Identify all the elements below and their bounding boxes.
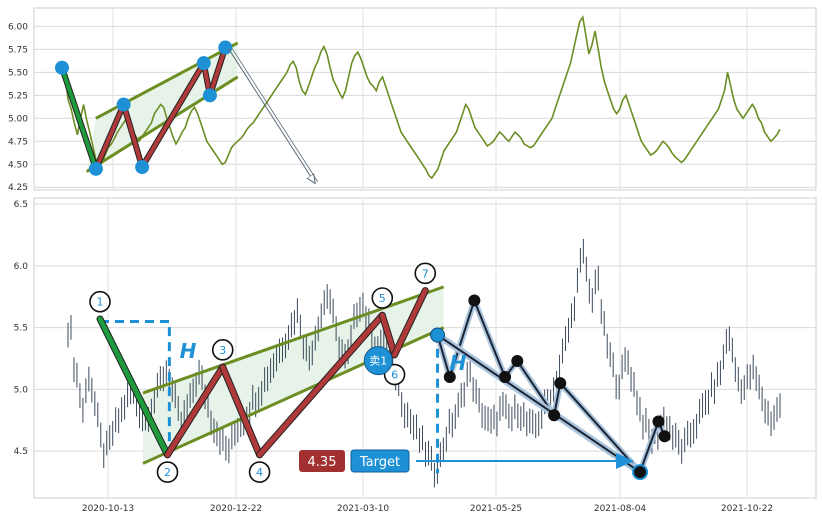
top-panel: 4.25 4.50 4.75 5.00 5.25 5.50 5.75 6.00 [8, 7, 817, 193]
target-tag: Target [350, 449, 410, 473]
pattern-point-number: 7 [422, 267, 429, 280]
breakout-point [430, 327, 446, 343]
path-point [658, 430, 671, 443]
bottom-panel: 4.5 5.0 5.5 6.0 6.5 2020-10-13 2020-12-22 2021… [14, 197, 817, 514]
top-pattern-point [135, 160, 150, 175]
top-y-tick-label: 4.75 [8, 137, 28, 147]
target-tag-label: Target [359, 455, 400, 470]
bottom-channel-upper [142, 285, 445, 395]
pattern-point-number: 2 [164, 466, 171, 479]
bottom-pattern-leg [97, 316, 171, 458]
pattern-point-circle [371, 287, 394, 309]
price-tag-label: 4.35 [308, 455, 337, 470]
bottom-y-tick-label: 5.0 [14, 385, 29, 395]
bottom-y-tick-label: 6.5 [14, 200, 28, 210]
bottom-pattern-leg [220, 364, 263, 458]
pattern-point-labels: 1 2 3 4 5 6 7 [89, 262, 437, 483]
bottom-pattern-leg [392, 288, 428, 358]
top-pattern-point [196, 56, 211, 71]
top-pattern-leg [140, 61, 206, 170]
height-label-right: H [450, 351, 467, 375]
top-projection-arrow-edge [231, 47, 319, 182]
pattern-point-number: 3 [219, 344, 226, 357]
top-pattern-point [202, 88, 217, 103]
top-y-tick-label: 5.00 [8, 114, 28, 124]
height-box-left [100, 319, 171, 455]
bottom-pattern-leg [379, 312, 398, 358]
price-tag-box [299, 450, 345, 472]
top-y-tick-label: 5.25 [8, 91, 28, 101]
top-pattern-leg [207, 45, 228, 98]
top-pattern-leg [60, 65, 98, 171]
bottom-x-tick-label: 2021-03-10 [337, 504, 390, 514]
top-pattern-point [55, 60, 69, 75]
sell-signal-circle [363, 346, 393, 376]
height-label-left: H [180, 339, 197, 363]
path-point [468, 294, 481, 307]
bottom-pattern-legs [96, 287, 429, 459]
bottom-y-tick-label: 4.5 [14, 447, 28, 457]
top-pattern-markers [55, 40, 233, 176]
pattern-point-circle [89, 290, 111, 313]
bottom-x-tick-label: 2020-12-22 [210, 504, 262, 514]
top-pattern-point [116, 97, 131, 112]
sell-signal-marker: 卖1 [363, 346, 393, 376]
path-point [499, 371, 512, 384]
top-pattern-point [88, 161, 103, 176]
pattern-point-number: 5 [379, 292, 386, 305]
target-tag-box [350, 449, 410, 473]
pattern-point-number: 1 [97, 296, 104, 309]
top-pattern-leg [121, 102, 145, 170]
price-tag: 4.35 [299, 450, 345, 472]
target-end-point [632, 464, 649, 481]
bottom-x-tick-label: 2020-10-13 [82, 504, 134, 514]
bottom-x-tick-label: 2021-10-22 [721, 504, 773, 514]
path-point [511, 354, 524, 367]
top-projection-arrow-line [227, 48, 314, 182]
top-price-series [61, 15, 781, 180]
pattern-height-markers [100, 319, 440, 474]
pattern-point-circle [248, 461, 271, 483]
pattern-point-number: 4 [256, 466, 263, 479]
candlestick-series [67, 238, 781, 488]
bottom-annotations: H H 卖1 4.35 Target [180, 339, 635, 473]
top-price-line [61, 15, 781, 180]
pattern-point-circle [414, 262, 437, 285]
top-y-tick-label: 5.75 [8, 45, 28, 55]
top-y-tick-label: 5.50 [8, 68, 28, 78]
top-gridlines [34, 8, 816, 190]
bottom-x-axis-ticks: 2020-10-13 2020-12-22 2021-03-10 2021-05-25… [82, 504, 773, 514]
bottom-y-tick-label: 6.0 [14, 262, 29, 272]
bottom-x-tick-label: 2021-08-04 [594, 504, 647, 514]
top-y-tick-label: 4.50 [8, 160, 28, 170]
bottom-y-tick-label: 5.5 [14, 324, 28, 334]
post-breakout-path [430, 294, 671, 481]
path-point [443, 371, 456, 384]
top-projection-arrow [227, 47, 319, 182]
pattern-point-circle [156, 461, 179, 483]
top-pattern-leg [93, 102, 126, 171]
path-point [652, 415, 665, 428]
bottom-pattern-leg [165, 364, 226, 458]
post-breakout-path-line [436, 299, 666, 474]
bottom-pattern-leg [257, 312, 385, 458]
target-leg-line [436, 334, 641, 473]
bottom-y-axis-ticks: 4.5 5.0 5.5 6.0 6.5 [14, 200, 29, 457]
path-point [548, 409, 561, 422]
top-y-axis-ticks: 4.25 4.50 4.75 5.00 5.25 5.50 5.75 6.00 [8, 22, 28, 193]
pattern-point-number: 6 [391, 369, 398, 382]
sell-signal-label: 卖1 [369, 355, 387, 368]
bottom-x-tick-label: 2021-05-25 [470, 504, 522, 514]
top-pattern-point [218, 40, 233, 55]
path-point [554, 377, 567, 390]
top-y-tick-label: 6.00 [8, 22, 28, 32]
pattern-point-circle [211, 339, 234, 361]
top-y-tick-label: 4.25 [8, 183, 28, 193]
